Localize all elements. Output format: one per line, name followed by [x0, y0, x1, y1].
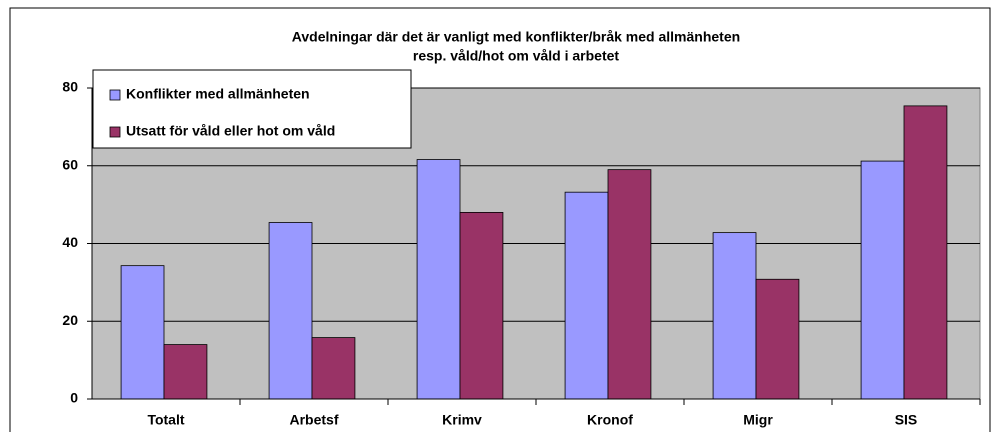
chart-title: Avdelningar där det är vanligt med konfl…: [292, 29, 740, 45]
y-tick-label: 20: [62, 312, 78, 328]
y-tick-label: 40: [62, 234, 78, 250]
bar: [860, 160, 905, 400]
legend-label: Konflikter med allmänheten: [126, 86, 310, 102]
x-tick-label: Kronof: [587, 412, 633, 428]
x-tick-label: SIS: [895, 412, 918, 428]
y-tick-label: 0: [70, 390, 78, 406]
x-tick-label: Migr: [743, 412, 773, 428]
legend-box: [92, 69, 412, 149]
bar: [755, 278, 800, 400]
bar: [459, 211, 504, 400]
bar: [120, 265, 165, 400]
bar: [903, 105, 948, 400]
legend-swatch: [109, 126, 121, 138]
x-tick-label: Totalt: [147, 412, 184, 428]
legend-label: Utsatt för våld eller hot om våld: [126, 123, 335, 139]
chart-title: resp. våld/hot om våld i arbetet: [413, 48, 620, 64]
x-tick-label: Arbetsf: [289, 412, 338, 428]
bar: [416, 159, 461, 400]
bar: [268, 222, 313, 400]
bar: [163, 344, 208, 400]
legend-swatch: [109, 89, 121, 101]
bar: [311, 337, 356, 400]
bar: [712, 232, 757, 400]
bar: [564, 191, 609, 400]
y-tick-label: 80: [62, 79, 78, 95]
bar: [607, 169, 652, 400]
x-tick-label: Krimv: [442, 412, 482, 428]
y-tick-label: 60: [62, 156, 78, 172]
